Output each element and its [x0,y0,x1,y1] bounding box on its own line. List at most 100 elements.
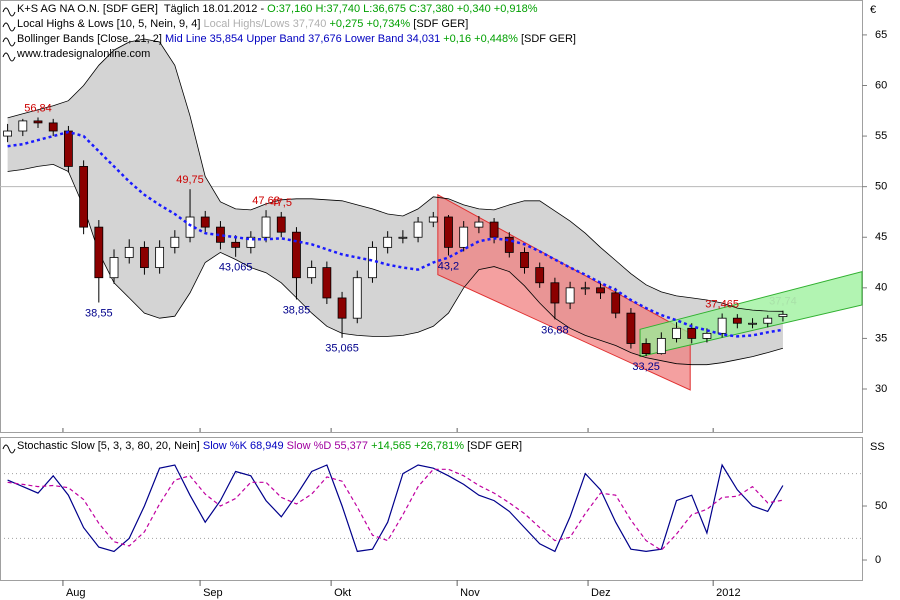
pivot-label: 49,75 [176,174,204,186]
candle-body [656,338,666,354]
candle-body [18,120,28,132]
info-text: Mid Line 35,854 Upper Band 37,676 Lower … [165,33,443,45]
candle-body [672,327,681,339]
info-text: www.tradesignalonline.com [16,48,150,60]
stochastic-line [7,468,784,552]
info-text: Slow %D 55,377 [287,440,371,452]
candle-body [504,236,514,253]
y-tick-label: 0 [875,554,881,566]
info-text: Slow %K 68,949 [203,440,287,452]
candle-body [155,246,165,268]
y-tick-label: 55 [875,130,887,142]
candle-body [550,282,560,304]
candle-body [383,236,393,248]
band-line [7,163,784,366]
candle-body [3,130,13,137]
info-text: +14,565 +26,781% [371,440,467,452]
pivot-label: 36,88 [541,324,569,336]
pivot-label: 43,2 [438,260,459,272]
candle-body [778,313,788,317]
y-tick-label: 40 [875,282,887,294]
candle-body [94,226,104,279]
candle-body [352,277,362,319]
candle-body [33,120,43,124]
candle-body [170,236,180,248]
candle-body [520,252,529,268]
candle-body [109,257,119,279]
candle-body [185,216,195,238]
info-text: K+S AG NA O.N. [SDF GER] Täglich 18.01.2… [17,3,267,15]
x-tick-label: Okt [334,587,351,599]
pivot-label: 38,55 [85,307,113,319]
y-tick-label: 35 [875,332,887,344]
candle-body [79,166,89,228]
info-line: Local Highs & Lows [10, 5, Nein, 9, 4] L… [17,18,468,30]
candle-body [596,287,605,294]
candle-body [611,292,621,314]
axis-unit: € [870,4,876,16]
x-tick-label: 2012 [716,587,740,599]
candle-body [687,327,697,339]
indicator-icon [2,52,16,62]
info-text: [SDF GER] [413,18,468,30]
info-text: Stochastic Slow [5, 3, 3, 80, 20, Nein] [17,440,203,452]
y-tick-label: 60 [875,79,887,91]
indicator-icon [2,37,16,47]
pivot-label: 47,5 [271,197,292,209]
candle-body [64,130,73,167]
candle-body [748,322,757,325]
candle-body [276,216,286,233]
candle-body [398,236,408,239]
candle-body [732,317,742,324]
indicator-icon [2,7,16,17]
info-text: Bollinger Bands [Close, 21, 2] [17,33,165,45]
candle-body [292,231,301,279]
candle-body [413,221,423,238]
candle-body [337,297,347,319]
indicator-icon [2,444,16,454]
x-tick-label: Dez [591,587,611,599]
y-tick-label: 30 [875,383,887,395]
candle-body [717,317,727,334]
axis-unit: SS [870,441,885,453]
info-text: [SDF GER] [467,440,522,452]
pivot-label: 38,85 [283,304,311,316]
candle-body [641,343,651,354]
info-text: [SDF GER] [521,33,576,45]
candle-body [459,226,469,248]
stochastic-line [7,463,784,553]
info-text: +0,16 +0,448% [443,33,521,45]
candle-body [535,267,545,284]
y-tick-label: 65 [875,29,887,41]
pivot-label: 35,065 [325,343,359,355]
candle-body [702,332,712,339]
y-tick-label: 50 [875,500,887,512]
info-text: Local Highs & Lows [10, 5, Nein, 9, 4] [17,18,204,30]
x-tick-label: Aug [66,587,86,599]
info-text: O:37,160 H:37,740 L:36,675 C:37,380 +0,3… [267,3,538,15]
info-line: www.tradesignalonline.com [16,48,150,60]
candle-body [246,236,256,248]
candle-body [565,287,575,304]
candle-body [307,267,317,279]
pivot-label: 37,74 [769,296,797,308]
band-mid-line [7,130,784,338]
candle-body [48,122,58,132]
x-tick-label: Sep [203,587,223,599]
candle-body [428,216,438,223]
info-line: Bollinger Bands [Close, 21, 2] Mid Line … [17,33,576,45]
candle-body [124,246,134,258]
y-tick-label: 50 [875,181,887,193]
pivot-label: 33,25 [632,361,660,373]
candle-body [763,317,773,324]
candle-body [200,216,210,228]
pivot-label: 37,465 [705,298,739,310]
candle-body [140,246,149,268]
candle-body [444,216,453,248]
candle-body [626,312,636,344]
info-text: Local Highs/Lows 37,740 [204,18,330,30]
info-line: Stochastic Slow [5, 3, 3, 80, 20, Nein] … [17,440,522,452]
candle-body [489,221,499,238]
candle-body [580,287,590,290]
candle-body [322,267,332,299]
